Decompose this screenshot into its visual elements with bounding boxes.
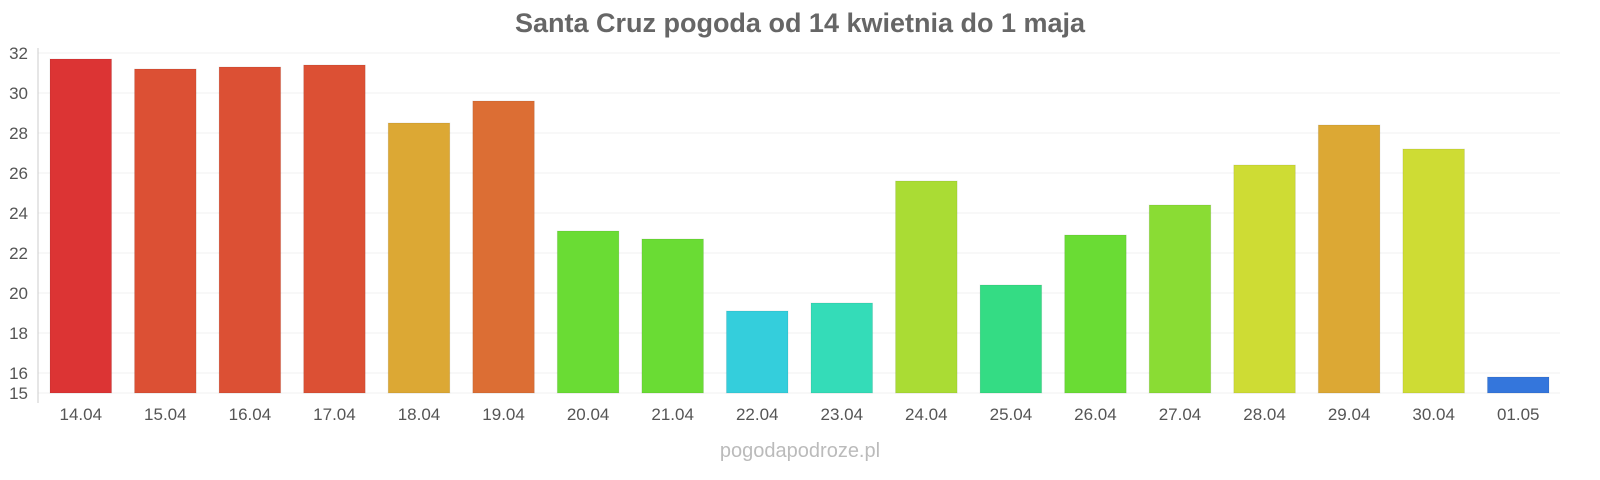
x-tick-label: 24.04	[905, 405, 948, 424]
bar	[303, 64, 366, 394]
bar	[134, 68, 197, 394]
x-tick-label: 22.04	[736, 405, 779, 424]
x-tick-label: 26.04	[1074, 405, 1117, 424]
x-tick-label: 16.04	[229, 405, 272, 424]
chart-title: Santa Cruz pogoda od 14 kwietnia do 1 ma…	[514, 8, 1086, 38]
y-tick-label: 30	[9, 84, 28, 103]
x-tick-label: 23.04	[821, 405, 864, 424]
x-tick-label: 15.04	[144, 405, 187, 424]
x-tick-label: 29.04	[1328, 405, 1371, 424]
x-tick-label: 01.05	[1497, 405, 1540, 424]
y-tick-label: 26	[9, 164, 28, 183]
bar	[979, 284, 1043, 394]
y-tick-label: 20	[9, 284, 28, 303]
bar	[641, 238, 704, 394]
bar	[556, 230, 620, 394]
bar	[725, 310, 789, 394]
bar	[1064, 234, 1127, 394]
x-tick-label: 27.04	[1159, 405, 1202, 424]
x-tick-label: 25.04	[990, 405, 1033, 424]
x-tick-label: 18.04	[398, 405, 441, 424]
x-tick-label: 14.04	[60, 405, 103, 424]
x-tick-label: 17.04	[313, 405, 356, 424]
y-tick-label: 32	[9, 44, 28, 63]
y-tick-label: 16	[9, 364, 28, 383]
bar	[1317, 124, 1381, 394]
bar	[1148, 204, 1212, 394]
y-tick-label: 24	[9, 204, 28, 223]
y-tick-label: 28	[9, 124, 28, 143]
bar	[810, 302, 874, 394]
bar	[1486, 376, 1550, 394]
bar	[472, 100, 535, 394]
x-tick-label: 20.04	[567, 405, 610, 424]
x-tick-label: 21.04	[651, 405, 694, 424]
y-tick-label: 18	[9, 324, 28, 343]
bar	[1233, 164, 1296, 394]
bar	[49, 58, 113, 394]
source-watermark: pogodapodroze.pl	[719, 440, 881, 462]
bar	[218, 66, 282, 394]
bar	[387, 122, 451, 394]
bar	[1402, 148, 1465, 394]
x-tick-label: 19.04	[482, 405, 525, 424]
bar	[895, 180, 958, 394]
y-tick-label: 22	[9, 244, 28, 263]
x-tick-label: 28.04	[1243, 405, 1286, 424]
y-tick-label: 15	[9, 384, 28, 403]
x-tick-label: 30.04	[1412, 405, 1455, 424]
